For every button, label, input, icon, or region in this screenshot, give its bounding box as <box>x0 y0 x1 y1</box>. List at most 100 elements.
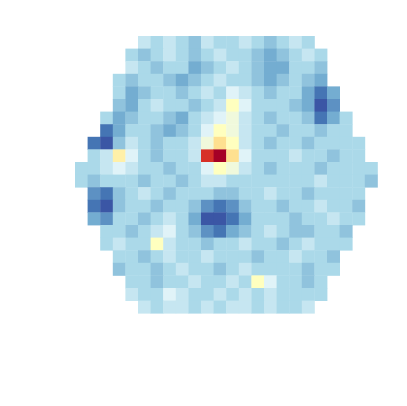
cell <box>214 99 227 112</box>
cell <box>188 36 201 49</box>
cell <box>327 112 340 125</box>
cell <box>239 225 252 238</box>
cell <box>302 288 315 301</box>
cell <box>314 187 327 200</box>
cell <box>113 212 126 225</box>
cell <box>327 137 340 150</box>
cell <box>327 212 340 225</box>
cell <box>314 212 327 225</box>
cell <box>125 74 138 87</box>
cell <box>226 61 239 74</box>
cell <box>163 275 176 288</box>
cell <box>277 288 290 301</box>
cell <box>302 250 315 263</box>
cell <box>251 49 264 62</box>
cell <box>314 149 327 162</box>
cell <box>201 275 214 288</box>
cell <box>251 149 264 162</box>
cell <box>151 187 164 200</box>
cell <box>151 86 164 99</box>
cell <box>176 275 189 288</box>
cell <box>239 86 252 99</box>
cell <box>176 301 189 314</box>
cell <box>226 212 239 225</box>
cell <box>163 74 176 87</box>
cell <box>289 61 302 74</box>
cell <box>151 49 164 62</box>
cell <box>125 49 138 62</box>
cell <box>289 86 302 99</box>
cell <box>151 124 164 137</box>
cell <box>151 238 164 251</box>
cell <box>214 112 227 125</box>
cell <box>214 250 227 263</box>
cell <box>314 61 327 74</box>
cell <box>226 301 239 314</box>
cell <box>314 175 327 188</box>
cell <box>163 61 176 74</box>
cell <box>264 162 277 175</box>
cell <box>226 275 239 288</box>
cell <box>239 162 252 175</box>
cell <box>277 86 290 99</box>
cell <box>239 288 252 301</box>
cell <box>201 61 214 74</box>
cell <box>176 187 189 200</box>
cell <box>201 162 214 175</box>
cell <box>163 250 176 263</box>
cell <box>340 212 353 225</box>
cell <box>251 137 264 150</box>
cell <box>113 175 126 188</box>
cell <box>302 175 315 188</box>
cell <box>289 162 302 175</box>
cell <box>314 200 327 213</box>
cell <box>365 175 378 188</box>
cell <box>125 124 138 137</box>
cell <box>113 112 126 125</box>
cell <box>340 149 353 162</box>
cell <box>239 99 252 112</box>
cell <box>340 124 353 137</box>
cell <box>239 124 252 137</box>
cell <box>151 212 164 225</box>
cell <box>277 250 290 263</box>
cell <box>314 288 327 301</box>
cell <box>352 149 365 162</box>
cell <box>201 36 214 49</box>
cell <box>188 263 201 276</box>
cell <box>151 288 164 301</box>
cell <box>176 288 189 301</box>
cell <box>340 200 353 213</box>
cell <box>264 99 277 112</box>
cell <box>138 124 151 137</box>
cell <box>264 225 277 238</box>
cell <box>138 99 151 112</box>
cell <box>188 124 201 137</box>
cell <box>289 238 302 251</box>
cell <box>214 212 227 225</box>
cell <box>277 212 290 225</box>
cell <box>289 301 302 314</box>
cell <box>163 301 176 314</box>
cell <box>151 74 164 87</box>
cell <box>302 225 315 238</box>
cell <box>125 112 138 125</box>
cell <box>113 99 126 112</box>
cell <box>138 149 151 162</box>
cell <box>113 162 126 175</box>
cell <box>352 200 365 213</box>
cell <box>100 238 113 251</box>
cell <box>302 301 315 314</box>
cell <box>277 149 290 162</box>
cell <box>138 74 151 87</box>
cell <box>201 74 214 87</box>
cell <box>188 137 201 150</box>
cell <box>113 225 126 238</box>
cell <box>277 187 290 200</box>
cell <box>314 124 327 137</box>
cell <box>100 187 113 200</box>
cell <box>251 225 264 238</box>
cell <box>277 137 290 150</box>
cell <box>277 200 290 213</box>
cell <box>264 288 277 301</box>
